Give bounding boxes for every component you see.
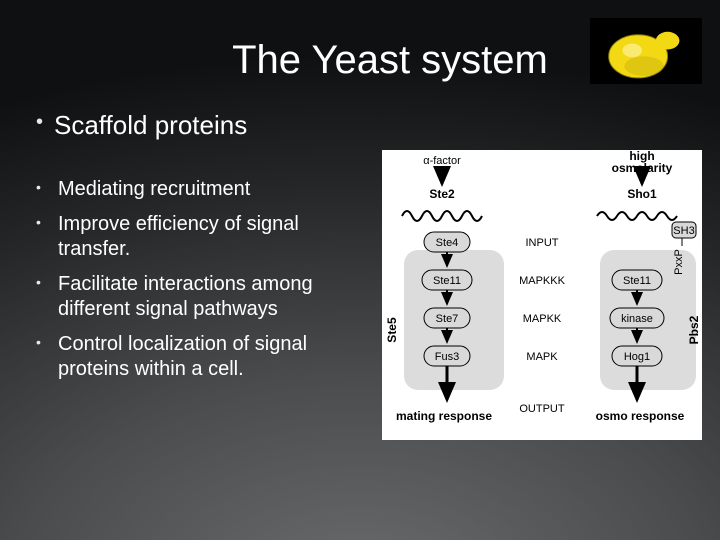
signaling-diagram: α-factor high osmolarity Ste2 Sho1 SH3 S… bbox=[382, 150, 702, 440]
bullet-dot-icon: • bbox=[36, 272, 58, 293]
ste11r-label: Ste11 bbox=[623, 275, 651, 287]
yeast-cell-image bbox=[590, 18, 702, 84]
kinase-label: kinase bbox=[621, 313, 653, 325]
ste2-label: Ste2 bbox=[429, 187, 455, 201]
text-content: • Scaffold proteins • Mediating recruitm… bbox=[36, 110, 366, 392]
mid-input: INPUT bbox=[526, 237, 559, 249]
bullet-dot-icon: • bbox=[36, 110, 54, 134]
bullet-2: Improve efficiency of signal transfer. bbox=[58, 212, 366, 262]
ste11-label: Ste11 bbox=[433, 275, 461, 287]
fus3-label: Fus3 bbox=[435, 351, 459, 363]
pxxp-label: PxxP bbox=[673, 249, 685, 275]
bullet-3: Facilitate interactions among different … bbox=[58, 272, 366, 322]
subtitle: Scaffold proteins bbox=[54, 110, 247, 141]
mating-response-label: mating response bbox=[396, 409, 492, 423]
sho1-label: Sho1 bbox=[627, 187, 657, 201]
slide-title: The Yeast system bbox=[232, 38, 548, 83]
sh3-label: SH3 bbox=[673, 225, 694, 237]
hog1-label: Hog1 bbox=[624, 351, 650, 363]
ste5-label: Ste5 bbox=[385, 317, 399, 343]
alpha-factor-label: α-factor bbox=[423, 155, 461, 167]
bullet-4: Control localization of signal proteins … bbox=[58, 332, 366, 382]
ste7-label: Ste7 bbox=[436, 313, 459, 325]
osmolarity-label-2: osmolarity bbox=[612, 161, 673, 175]
mid-output: OUTPUT bbox=[519, 403, 565, 415]
mid-mapk: MAPK bbox=[526, 351, 558, 363]
bullet-dot-icon: • bbox=[36, 177, 58, 198]
ste4-label: Ste4 bbox=[436, 237, 459, 249]
bullet-dot-icon: • bbox=[36, 212, 58, 233]
mid-mapkk: MAPKK bbox=[523, 313, 562, 325]
pbs2-label: Pbs2 bbox=[687, 315, 701, 344]
bullet-dot-icon: • bbox=[36, 332, 58, 353]
bullet-1: Mediating recruitment bbox=[58, 177, 250, 202]
mid-mapkkk: MAPKKK bbox=[519, 275, 566, 287]
osmo-response-label: osmo response bbox=[596, 409, 685, 423]
